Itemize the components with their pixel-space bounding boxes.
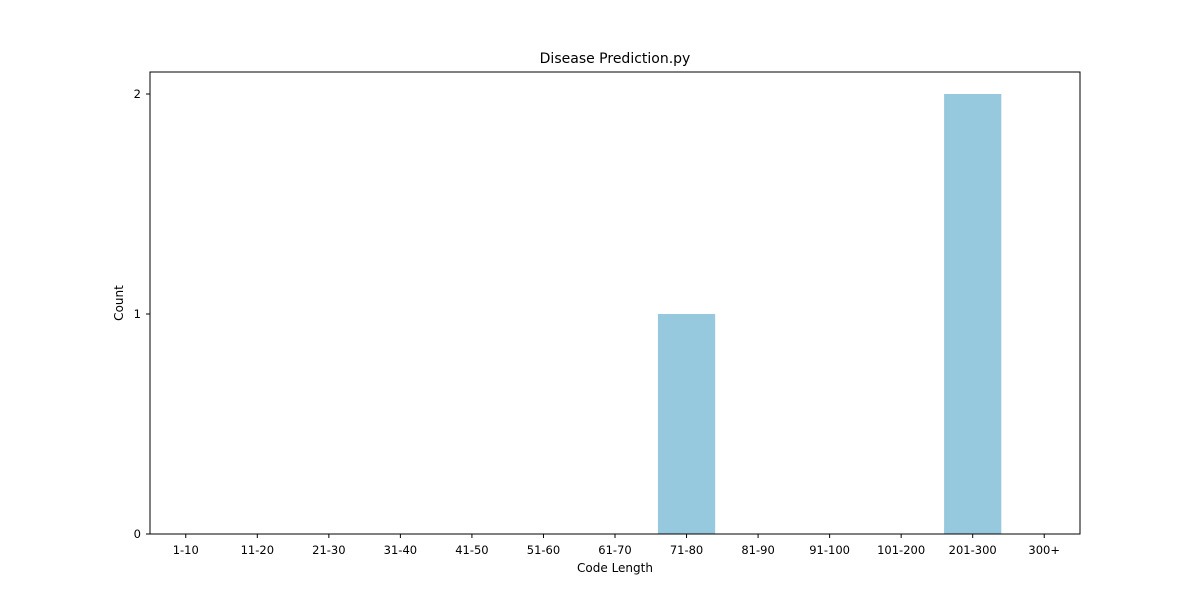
x-axis-label: Code Length bbox=[577, 561, 653, 575]
y-axis-label: Count bbox=[112, 285, 126, 321]
y-tick-label: 1 bbox=[134, 307, 141, 321]
x-tick-label: 51-60 bbox=[527, 543, 560, 557]
x-tick-label: 11-20 bbox=[241, 543, 274, 557]
x-tick-label: 21-30 bbox=[312, 543, 345, 557]
x-tick-label: 71-80 bbox=[670, 543, 703, 557]
bar-201-300 bbox=[944, 94, 1002, 534]
x-tick-label: 41-50 bbox=[455, 543, 488, 557]
x-tick-label: 300+ bbox=[1028, 543, 1060, 557]
y-axis: 0 1 2 bbox=[134, 87, 150, 541]
x-tick-label: 201-300 bbox=[949, 543, 997, 557]
x-tick-label: 101-200 bbox=[877, 543, 925, 557]
bars-group bbox=[657, 94, 1002, 534]
y-tick-label: 0 bbox=[134, 527, 141, 541]
plot-frame bbox=[149, 71, 1081, 535]
bar-71-80 bbox=[657, 314, 716, 534]
x-tick-label: 1-10 bbox=[173, 543, 199, 557]
y-tick-label: 2 bbox=[134, 87, 141, 101]
chart-title: Disease Prediction.py bbox=[540, 51, 691, 67]
x-tick-label: 31-40 bbox=[384, 543, 417, 557]
x-tick-label: 91-100 bbox=[809, 543, 850, 557]
x-tick-label: 81-90 bbox=[741, 543, 774, 557]
x-axis: 1-10 11-20 21-30 31-40 41-50 51-60 61-70 71-80 8… bbox=[173, 534, 1060, 557]
x-tick-label: 61-70 bbox=[598, 543, 631, 557]
